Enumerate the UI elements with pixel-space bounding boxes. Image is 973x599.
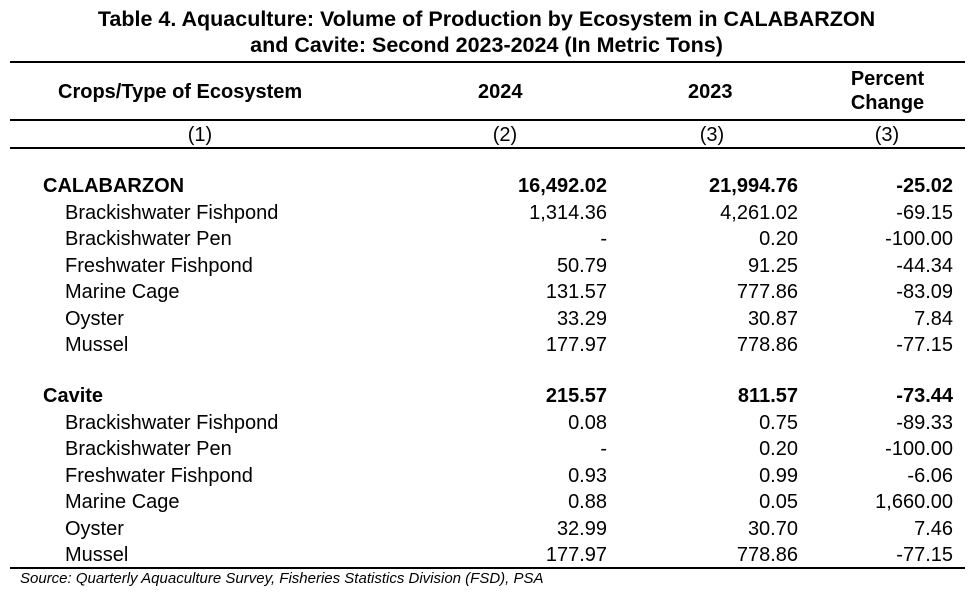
table-title-line1: Table 4. Aquaculture: Volume of Producti…: [97, 7, 876, 31]
cell-2023: 0.75: [759, 411, 798, 434]
cell-2024: 0.88: [568, 491, 607, 513]
table-title: Table 4. Aquaculture: Volume of Producti…: [0, 6, 973, 58]
cell-2023: 91.25: [747, 254, 798, 277]
header-change: Change: [850, 92, 925, 114]
row-label: Marine Cage: [65, 281, 180, 303]
row-label: Mussel: [65, 544, 129, 566]
cell-2023: 4,261.02: [720, 201, 798, 224]
row-label: Brackishwater Fishpond: [65, 201, 279, 224]
cell-percent-change: -77.15: [896, 544, 953, 566]
table-row: Oyster 32.99 30.70 7.46: [0, 516, 973, 543]
row-label: Oyster: [65, 517, 124, 540]
cell-2023: 0.20: [759, 228, 798, 250]
header-crops: Crops/Type of Ecosystem: [58, 81, 303, 103]
row-label: Freshwater Fishpond: [65, 464, 253, 487]
table-row: Oyster 33.29 30.87 7.84: [0, 306, 973, 333]
cell-2023: 811.57: [737, 385, 798, 407]
cell-2024: 177.97: [545, 544, 607, 566]
col-number-2: (2): [492, 124, 518, 146]
cell-2024: 1,314.36: [529, 201, 607, 224]
row-label: Brackishwater Pen: [65, 438, 232, 460]
region-name: CALABARZON: [43, 175, 185, 197]
row-label: Marine Cage: [65, 491, 180, 513]
cell-2023: 30.70: [747, 517, 798, 540]
header-rule: [10, 119, 965, 121]
cell-percent-change: -100.00: [885, 228, 953, 250]
table-row: Brackishwater Pen - 0.20 -100.00: [0, 436, 973, 463]
cell-percent-change: -77.15: [896, 334, 953, 356]
cell-percent-change: -44.34: [896, 254, 953, 277]
col-number-1: (1): [187, 124, 213, 146]
source-note: Source: Quarterly Aquaculture Survey, Fi…: [20, 570, 544, 587]
col-number-3: (3): [699, 124, 725, 146]
table-row: Brackishwater Fishpond 1,314.36 4,261.02…: [0, 200, 973, 227]
cell-2023: 30.87: [747, 307, 798, 330]
bottom-rule: [10, 567, 965, 569]
row-label: Freshwater Fishpond: [65, 254, 253, 277]
cell-percent-change: -73.44: [896, 385, 953, 407]
cell-2023: 777.86: [736, 281, 798, 303]
cell-2023: 21,994.76: [709, 175, 798, 197]
row-label: Mussel: [65, 334, 129, 356]
header-2024: 2024: [478, 81, 523, 103]
table-row-region: CALABARZON 16,492.02 21,994.76 -25.02: [0, 173, 973, 200]
table-title-line2: and Cavite: Second 2023-2024 (In Metric …: [250, 33, 723, 57]
header-percent: Percent: [850, 68, 925, 90]
table-row: Marine Cage 0.88 0.05 1,660.00: [0, 489, 973, 516]
cell-2024: 16,492.02: [518, 175, 607, 197]
table-row: Freshwater Fishpond 50.79 91.25 -44.34: [0, 253, 973, 280]
header-percent-change: Percent Change: [820, 67, 955, 115]
cell-percent-change: -100.00: [885, 438, 953, 460]
region-name: Cavite: [43, 385, 104, 407]
table-row: Brackishwater Fishpond 0.08 0.75 -89.33: [0, 410, 973, 437]
cell-2024: 32.99: [556, 517, 607, 540]
cell-percent-change: 7.46: [914, 517, 953, 540]
cell-2024: 0.08: [568, 411, 607, 434]
cell-2024: 0.93: [568, 464, 607, 487]
cell-2023: 0.20: [759, 438, 798, 460]
cell-2024: 131.57: [545, 281, 607, 303]
cell-2023: 0.05: [759, 491, 798, 513]
subheader-rule: [10, 147, 965, 149]
cell-percent-change: -25.02: [896, 175, 953, 197]
cell-2024: -: [600, 438, 607, 460]
cell-2023: 778.86: [736, 544, 798, 566]
cell-2024: 50.79: [556, 254, 607, 277]
table-row: Mussel 177.97 778.86 -77.15: [0, 542, 973, 569]
table-row-region: Cavite 215.57 811.57 -73.44: [0, 383, 973, 410]
cell-2024: 215.57: [545, 385, 607, 407]
row-label: Brackishwater Pen: [65, 228, 232, 250]
table-row: Marine Cage 131.57 777.86 -83.09: [0, 279, 973, 306]
cell-percent-change: 1,660.00: [875, 491, 953, 513]
cell-2024: -: [600, 228, 607, 250]
cell-percent-change: -89.33: [896, 411, 953, 434]
cell-percent-change: -83.09: [896, 281, 953, 303]
table-row: Freshwater Fishpond 0.93 0.99 -6.06: [0, 463, 973, 490]
col-number-4: (3): [874, 124, 900, 146]
table-row: Mussel 177.97 778.86 -77.15: [0, 332, 973, 359]
row-label: Brackishwater Fishpond: [65, 411, 279, 434]
row-label: Oyster: [65, 307, 124, 330]
cell-2024: 177.97: [545, 334, 607, 356]
table-row: Brackishwater Pen - 0.20 -100.00: [0, 226, 973, 253]
cell-percent-change: -6.06: [907, 464, 953, 487]
top-rule: [10, 61, 965, 63]
cell-percent-change: -69.15: [896, 201, 953, 224]
cell-2023: 778.86: [736, 334, 798, 356]
cell-percent-change: 7.84: [914, 307, 953, 330]
cell-2023: 0.99: [759, 464, 798, 487]
header-2023: 2023: [688, 81, 733, 103]
cell-2024: 33.29: [556, 307, 607, 330]
